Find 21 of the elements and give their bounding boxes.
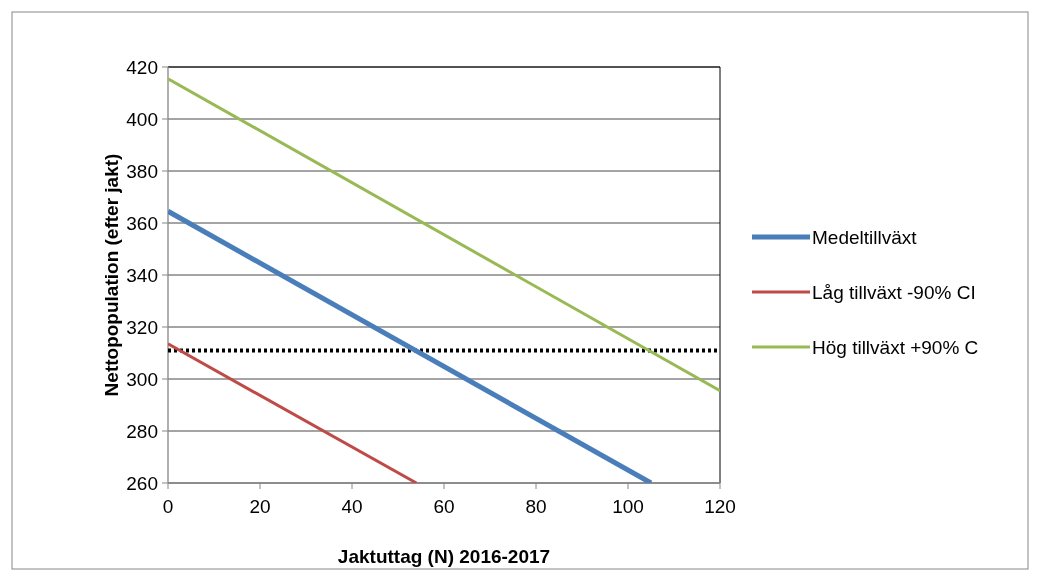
y-axis-title: Nettopopulation (efter jakt) [101, 153, 122, 397]
y-tick-label: 400 [126, 108, 158, 130]
x-axis-title: Jaktuttag (N) 2016-2017 [337, 546, 551, 567]
legend-label: Medeltillväxt [812, 226, 918, 248]
legend-label: Hög tillväxt +90% C [812, 336, 979, 358]
x-tick-label: 100 [612, 496, 644, 517]
y-tick-label: 360 [126, 212, 158, 234]
y-tick-label: 260 [126, 472, 158, 494]
x-tick-label: 0 [162, 496, 174, 517]
y-tick-label: 280 [126, 420, 158, 442]
y-tick-label: 340 [126, 264, 158, 286]
y-tick-label: 300 [126, 368, 158, 390]
y-tick-label: 320 [126, 316, 158, 338]
x-tick-label: 80 [525, 496, 547, 517]
y-tick-label: 420 [126, 56, 158, 78]
x-tick-label: 60 [433, 496, 455, 517]
y-tick-label: 380 [126, 160, 158, 182]
x-tick-label: 120 [704, 496, 736, 517]
x-tick-label: 40 [341, 496, 363, 517]
legend-label: Låg tillväxt -90% CI [812, 281, 976, 303]
x-tick-label: 20 [249, 496, 271, 517]
